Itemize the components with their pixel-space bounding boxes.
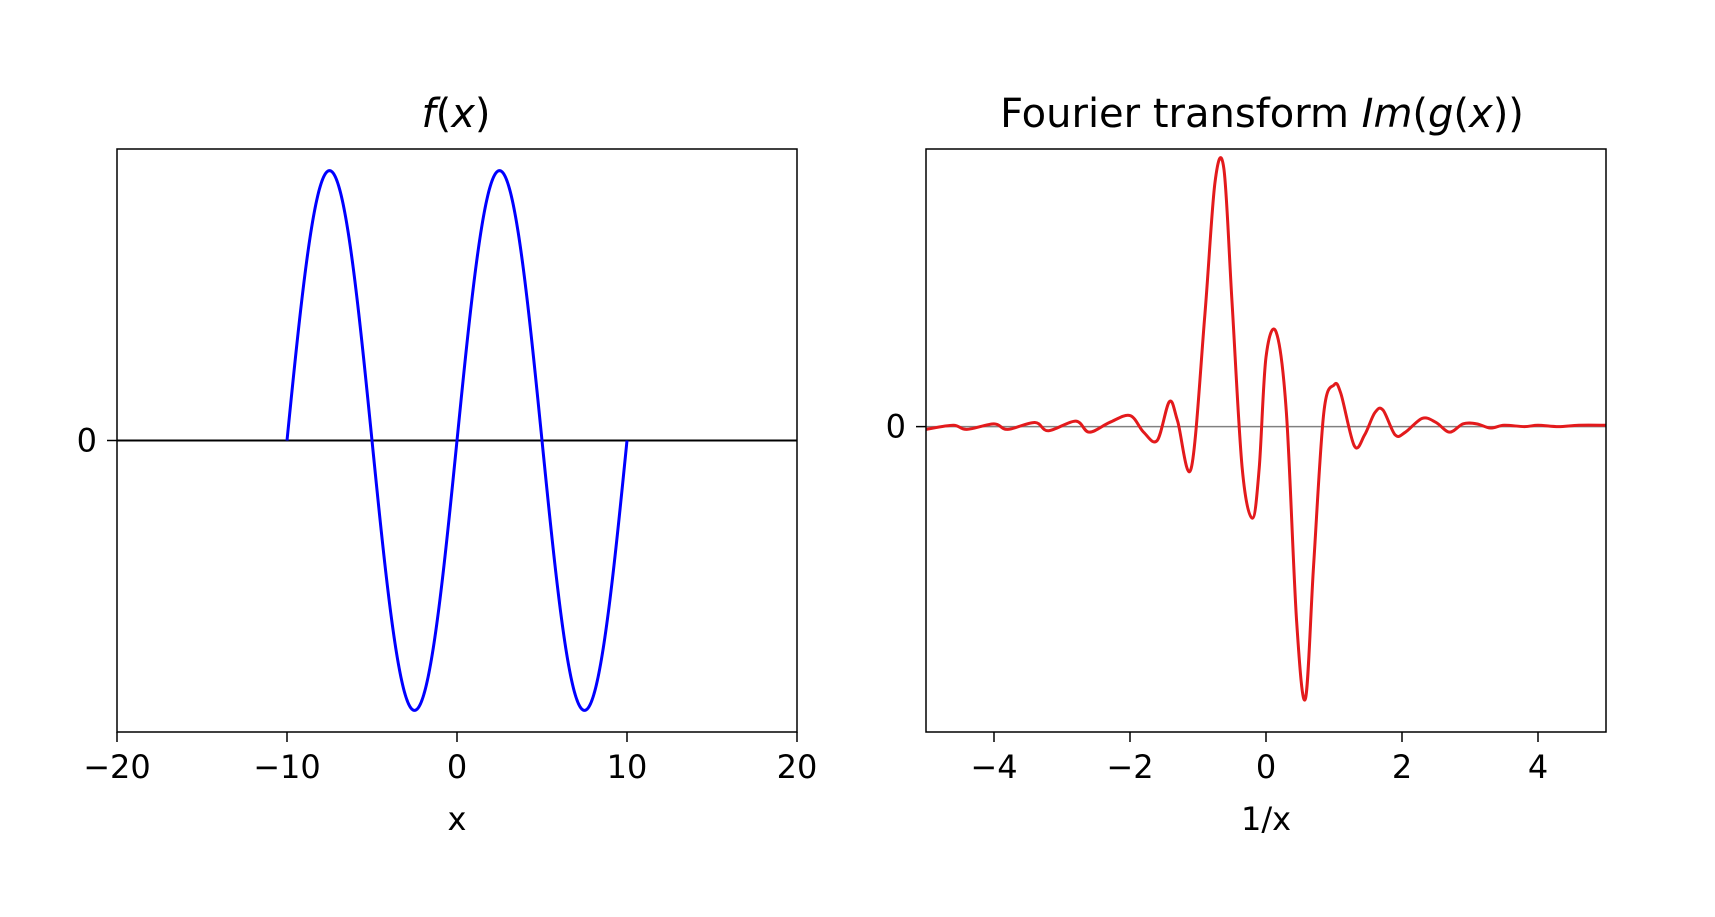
- left-y-ticks: 0: [77, 422, 117, 460]
- x-tick-label: 4: [1528, 748, 1548, 786]
- x-tick-label: −10: [253, 748, 321, 786]
- x-tick-label: 0: [447, 748, 467, 786]
- right-title-open1: (: [1412, 91, 1428, 137]
- right-title-g: g: [1428, 91, 1453, 137]
- left-subplot: f(x) −20 −10 0 10 20 0 x: [77, 91, 818, 838]
- right-title-im: Im: [1362, 91, 1413, 137]
- x-tick-label: 20: [777, 748, 818, 786]
- left-x-axis-label: x: [448, 800, 467, 838]
- left-title-var: x: [449, 91, 475, 137]
- x-tick-label: −2: [1106, 748, 1153, 786]
- right-x-axis-label: 1/x: [1241, 800, 1291, 838]
- right-subplot: Fourier transform Im(g(x)) −4 −2 0 2 4 0 1/x: [886, 91, 1606, 838]
- right-y-ticks: 0: [886, 408, 926, 446]
- left-x-ticks: −20 −10 0 10 20: [83, 732, 817, 786]
- left-title-close: ): [475, 91, 491, 137]
- x-tick-label: −20: [83, 748, 151, 786]
- right-title-open2: (: [1453, 91, 1469, 137]
- right-title-var: x: [1467, 91, 1493, 137]
- x-tick-label: 2: [1392, 748, 1412, 786]
- right-axes-frame: [926, 149, 1606, 732]
- y-tick-label: 0: [77, 422, 97, 460]
- x-tick-label: 0: [1256, 748, 1276, 786]
- left-title-open: (: [436, 91, 452, 137]
- right-title-close: )): [1493, 91, 1524, 137]
- right-chart-title: Fourier transform Im(g(x)): [1000, 91, 1524, 137]
- x-tick-label: −4: [970, 748, 1017, 786]
- right-x-ticks: −4 −2 0 2 4: [970, 732, 1548, 786]
- right-series-line: [926, 158, 1606, 700]
- right-title-prefix: Fourier transform: [1000, 91, 1362, 137]
- x-tick-label: 10: [607, 748, 648, 786]
- left-chart-title: f(x): [422, 91, 491, 137]
- y-tick-label: 0: [886, 408, 906, 446]
